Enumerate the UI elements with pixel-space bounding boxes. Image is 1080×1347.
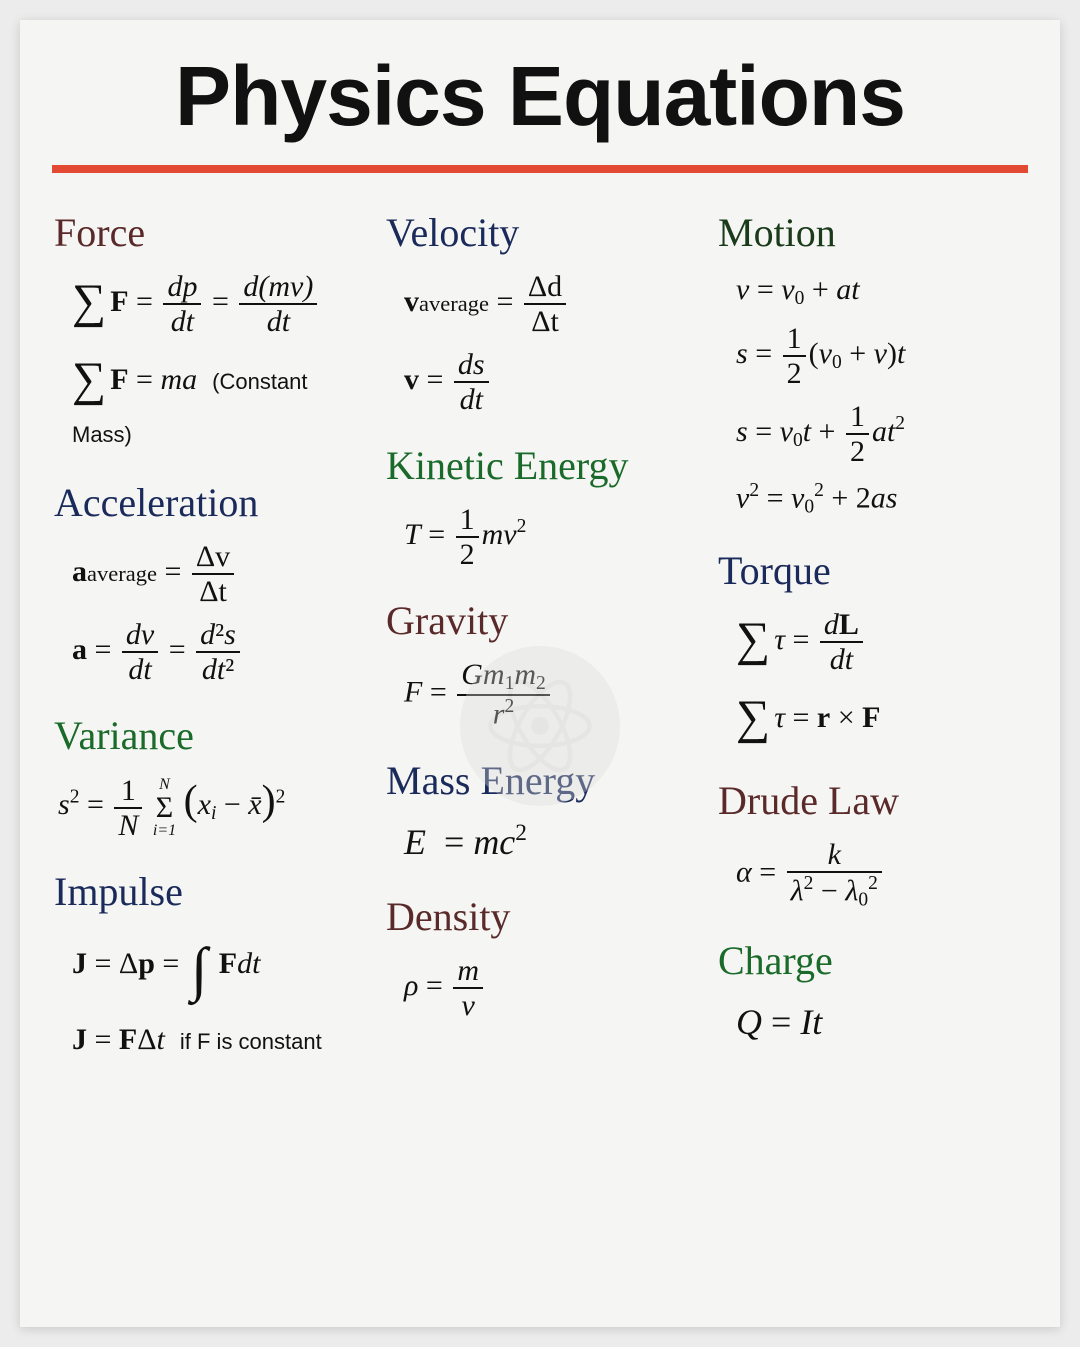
- t: Δd: [524, 270, 566, 305]
- eq-accel-1: aaverage = ΔvΔt: [72, 540, 362, 608]
- t: v: [462, 989, 475, 1022]
- t: average: [87, 561, 157, 586]
- horizontal-rule: [52, 165, 1028, 173]
- t: =: [212, 285, 229, 318]
- heading-torque: Torque: [718, 547, 1026, 594]
- section-variance: Variance s2 = 1N NΣi=1 (xi − x̄)2: [54, 712, 362, 841]
- section-charge: Charge Q = It: [718, 937, 1026, 1047]
- t: i=1: [153, 823, 176, 839]
- eq-motion-3: s = v0t + 12at2: [736, 400, 1026, 468]
- eq-motion-4: v2 = v02 + 2as: [736, 478, 1026, 521]
- heading-motion: Motion: [718, 209, 1026, 256]
- eq-torque-1: ∑τ = dLdt: [736, 608, 1026, 676]
- t: average: [419, 291, 489, 316]
- heading-drude: Drude Law: [718, 777, 1026, 824]
- eq-force-2: ∑F = ma (Constant Mass): [72, 348, 362, 453]
- section-acceleration: Acceleration aaverage = ΔvΔt a = dvdt = …: [54, 479, 362, 686]
- eq-massenergy-1: E = mc2: [404, 818, 694, 867]
- section-density: Density ρ = mv: [386, 893, 694, 1022]
- section-torque: Torque ∑τ = dLdt ∑τ = r × F: [718, 547, 1026, 751]
- eq-variance-1: s2 = 1N NΣi=1 (xi − x̄)2: [58, 773, 362, 841]
- heading-density: Density: [386, 893, 694, 940]
- eq-velocity-1: vaverage = ΔdΔt: [404, 270, 694, 338]
- t: ds: [458, 348, 485, 381]
- t: dt: [171, 305, 194, 338]
- eq-impulse-1: J = Δp = ∫ Fdt: [72, 929, 362, 1010]
- t: 2: [456, 538, 479, 571]
- eq-impulse-2: J = FΔt if F is constant: [72, 1020, 362, 1061]
- eq-accel-2: a = dvdt = d²sdt²: [72, 618, 362, 686]
- t: Δt: [524, 305, 566, 338]
- columns: Force ∑F = dpdt = d(mv)dt ∑F = ma (Const…: [54, 209, 1026, 1086]
- eq-velocity-2: v = dsdt: [404, 348, 694, 416]
- t: 2: [846, 435, 869, 468]
- eq-drude-1: α = kλ2 − λ02: [736, 838, 1026, 911]
- page: Physics Equations Force ∑F = dpdt = d(mv…: [20, 20, 1060, 1327]
- eq-torque-2: ∑τ = r × F: [736, 686, 1026, 751]
- col-1: Force ∑F = dpdt = d(mv)dt ∑F = ma (Const…: [54, 209, 362, 1086]
- section-force: Force ∑F = dpdt = d(mv)dt ∑F = ma (Const…: [54, 209, 362, 453]
- eq-force-1: ∑F = dpdt = d(mv)dt: [72, 270, 362, 338]
- eq-gravity-1: F = Gm1m2r2: [404, 658, 694, 731]
- t: if F is constant: [180, 1029, 322, 1054]
- col-3: Motion v = v0 + at s = 12(v0 + v)t s = v…: [718, 209, 1026, 1086]
- t: 1: [114, 774, 142, 809]
- eq-density-1: ρ = mv: [404, 954, 694, 1022]
- section-drude: Drude Law α = kλ2 − λ02: [718, 777, 1026, 911]
- t: 2: [783, 357, 806, 390]
- section-velocity: Velocity vaverage = ΔdΔt v = dsdt: [386, 209, 694, 416]
- t: m: [457, 954, 479, 987]
- eq-motion-1: v = v0 + at: [736, 270, 1026, 312]
- t: dt: [267, 305, 290, 338]
- heading-velocity: Velocity: [386, 209, 694, 256]
- section-kinetic: Kinetic Energy T = 12mv2: [386, 442, 694, 571]
- heading-impulse: Impulse: [54, 868, 362, 915]
- t: 1: [846, 400, 869, 435]
- heading-acceleration: Acceleration: [54, 479, 362, 526]
- eq-kinetic-1: T = 12mv2: [404, 503, 694, 571]
- t: dt: [460, 383, 483, 416]
- t: dv: [126, 618, 154, 651]
- t: k: [828, 838, 841, 871]
- section-massenergy: Mass Energy E = mc2: [386, 757, 694, 867]
- t: 1: [783, 322, 806, 357]
- section-gravity: Gravity F = Gm1m2r2: [386, 597, 694, 731]
- section-impulse: Impulse J = Δp = ∫ Fdt J = FΔt if F is c…: [54, 868, 362, 1061]
- eq-motion-2: s = 12(v0 + v)t: [736, 322, 1026, 390]
- t: N: [118, 809, 138, 842]
- heading-force: Force: [54, 209, 362, 256]
- page-title: Physics Equations: [54, 48, 1026, 145]
- heading-massenergy: Mass Energy: [386, 757, 694, 804]
- eq-charge-1: Q = It: [736, 998, 1026, 1047]
- heading-kinetic: Kinetic Energy: [386, 442, 694, 489]
- heading-gravity: Gravity: [386, 597, 694, 644]
- heading-variance: Variance: [54, 712, 362, 759]
- t: dp: [167, 270, 197, 303]
- col-2: Velocity vaverage = ΔdΔt v = dsdt Kineti…: [386, 209, 694, 1086]
- section-motion: Motion v = v0 + at s = 12(v0 + v)t s = v…: [718, 209, 1026, 521]
- t: 1: [456, 503, 479, 538]
- t: d(mv): [243, 270, 313, 303]
- heading-charge: Charge: [718, 937, 1026, 984]
- t: dt: [128, 653, 151, 686]
